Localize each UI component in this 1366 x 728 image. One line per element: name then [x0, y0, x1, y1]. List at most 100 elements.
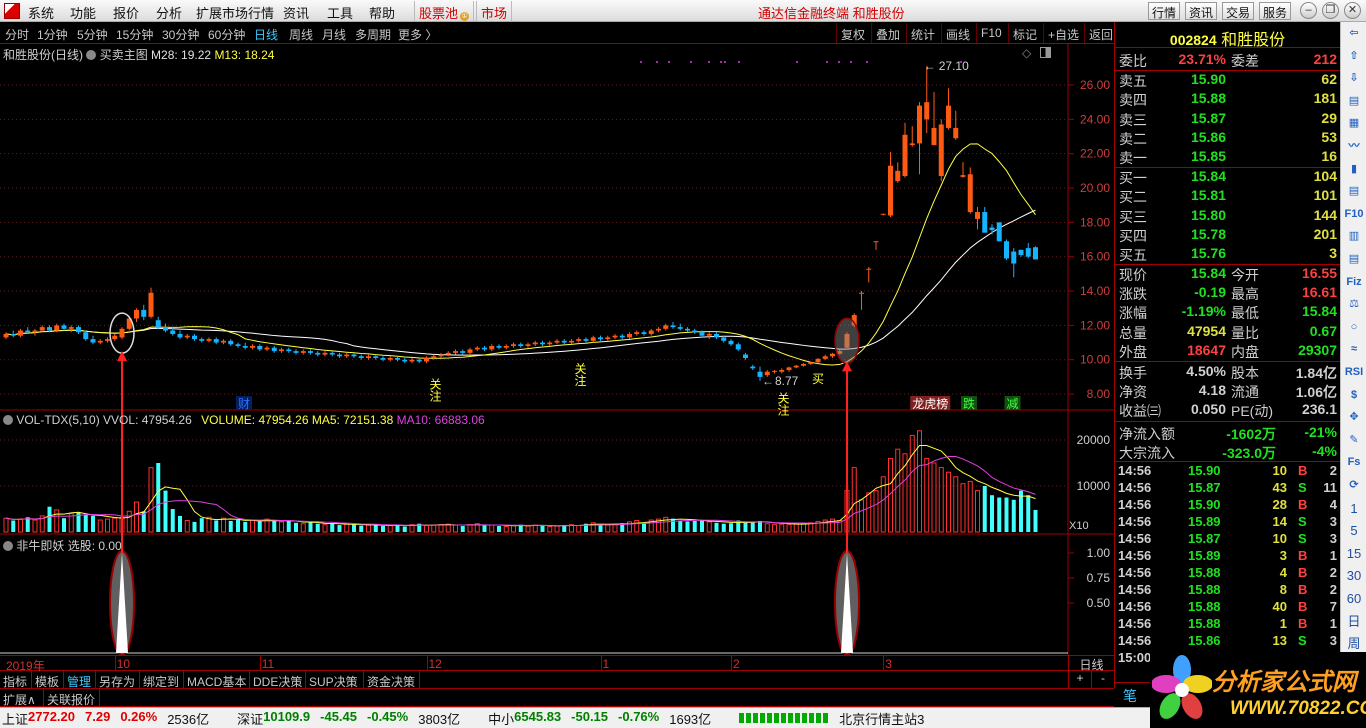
candle[interactable] — [489, 345, 495, 350]
sidebar-tool-icon[interactable]: Fs — [1347, 456, 1361, 469]
extension-tab[interactable]: 扩展∧ — [0, 689, 44, 707]
sidebar-tool-icon[interactable]: ▦ — [1348, 117, 1360, 130]
indicator-tab[interactable]: 绑定到 — [140, 671, 184, 689]
candle[interactable] — [793, 365, 799, 368]
period-tab[interactable]: 1分钟 — [37, 28, 68, 42]
zoom-in-button[interactable]: + — [1068, 671, 1091, 689]
candle[interactable] — [844, 333, 850, 348]
candle[interactable] — [699, 332, 705, 336]
toolbar-button[interactable]: 复权 — [836, 23, 869, 43]
candle[interactable] — [953, 127, 959, 139]
candle[interactable] — [779, 370, 785, 372]
candle[interactable] — [917, 105, 922, 144]
candle[interactable] — [909, 143, 915, 146]
candle[interactable] — [163, 327, 168, 331]
candle[interactable] — [337, 354, 342, 357]
candle[interactable] — [61, 325, 67, 329]
tick-tab[interactable]: 笔 — [1123, 688, 1137, 704]
candle[interactable] — [47, 327, 52, 331]
stock-pool-button[interactable]: 股票池 ① — [414, 1, 475, 21]
candle[interactable] — [503, 345, 509, 348]
candle[interactable] — [743, 354, 748, 359]
candle[interactable] — [380, 358, 386, 360]
sidebar-tool-icon[interactable]: ⟳ — [1349, 479, 1359, 491]
toolbar-button[interactable]: 画线 — [941, 23, 974, 43]
candle[interactable] — [938, 124, 944, 177]
candle[interactable] — [112, 335, 118, 340]
candle[interactable] — [141, 309, 147, 317]
candle[interactable] — [728, 340, 734, 345]
menu-item[interactable]: 分析 — [156, 6, 183, 21]
sidebar-tool-icon[interactable]: ✎ — [1349, 433, 1359, 446]
candle[interactable] — [612, 335, 618, 338]
period-tab[interactable]: 5分钟 — [77, 28, 108, 42]
candle[interactable] — [931, 127, 937, 146]
sidebar-tool-icon[interactable]: RSI — [1344, 366, 1364, 378]
news-button[interactable]: 资讯 — [1185, 2, 1218, 20]
candle[interactable] — [627, 333, 632, 338]
sidebar-tool-icon[interactable]: ✥ — [1349, 411, 1359, 424]
candle[interactable] — [554, 340, 560, 343]
candle[interactable] — [402, 359, 408, 362]
candle[interactable] — [1033, 247, 1038, 260]
candle[interactable] — [511, 344, 516, 346]
candle[interactable] — [119, 328, 125, 338]
toolbar-button[interactable]: F10 — [976, 23, 1006, 43]
candle[interactable] — [598, 337, 603, 340]
candle[interactable] — [815, 358, 821, 363]
menu-item[interactable]: 工具 — [327, 6, 354, 21]
sidebar-tool-icon[interactable]: ⇦ — [1349, 27, 1359, 39]
chevron-down-icon[interactable] — [3, 415, 13, 425]
candle[interactable] — [308, 351, 313, 353]
candle[interactable] — [39, 327, 45, 331]
candle[interactable] — [460, 351, 466, 353]
candle[interactable] — [206, 339, 212, 341]
candle[interactable] — [714, 333, 719, 338]
candle[interactable] — [467, 349, 473, 353]
candle[interactable] — [242, 345, 248, 348]
menu-item[interactable]: 资讯 — [283, 6, 310, 21]
candle[interactable] — [453, 351, 458, 353]
candle[interactable] — [764, 371, 770, 376]
candle[interactable] — [387, 358, 393, 360]
indicator-tab[interactable]: DDE决策 — [250, 671, 306, 689]
candle[interactable] — [721, 337, 727, 341]
market-button[interactable]: 市场 — [476, 1, 513, 21]
candle[interactable] — [445, 352, 451, 355]
candle[interactable] — [416, 359, 422, 362]
sh-index[interactable]: 上证 2772.20 7.29 0.26% 2536亿 — [2, 709, 219, 728]
candle[interactable] — [590, 337, 596, 341]
period-tab[interactable]: 多周期 — [355, 28, 392, 42]
restore-icon[interactable]: ❐ — [1322, 2, 1339, 19]
candle[interactable] — [83, 332, 89, 340]
candle[interactable] — [895, 170, 901, 182]
toolbar-button[interactable]: 统计 — [906, 23, 939, 43]
candle[interactable] — [250, 345, 255, 348]
candle[interactable] — [496, 345, 502, 348]
candle[interactable] — [641, 332, 647, 334]
candle[interactable] — [358, 356, 364, 359]
candle[interactable] — [271, 347, 277, 352]
event-tag[interactable]: 龙虎榜 — [912, 396, 948, 411]
candle[interactable] — [300, 351, 306, 353]
sidebar-tool-icon[interactable]: 1 — [1350, 500, 1358, 516]
sidebar-tool-icon[interactable]: 60 — [1346, 591, 1362, 606]
diamond-icon[interactable]: ◇ — [1022, 46, 1032, 60]
candle[interactable] — [344, 354, 350, 357]
candle[interactable] — [648, 330, 654, 334]
server-name[interactable]: 北京行情主站3 — [839, 711, 925, 727]
candle[interactable] — [735, 344, 741, 350]
candle[interactable] — [656, 328, 661, 331]
period-tab[interactable]: 分时 — [5, 28, 30, 42]
indicator-tab[interactable]: 资金决策 — [364, 671, 420, 689]
candle[interactable] — [569, 340, 574, 343]
candle[interactable] — [822, 356, 828, 359]
candle[interactable] — [395, 358, 400, 360]
candle[interactable] — [808, 362, 814, 365]
sidebar-tool-icon[interactable]: 5 — [1350, 523, 1358, 539]
sidebar-tool-icon[interactable]: 30 — [1346, 568, 1362, 584]
candle[interactable] — [634, 332, 640, 334]
sidebar-tool-icon[interactable]: ▥ — [1348, 230, 1360, 243]
candle[interactable] — [213, 339, 219, 343]
candle[interactable] — [663, 325, 669, 329]
